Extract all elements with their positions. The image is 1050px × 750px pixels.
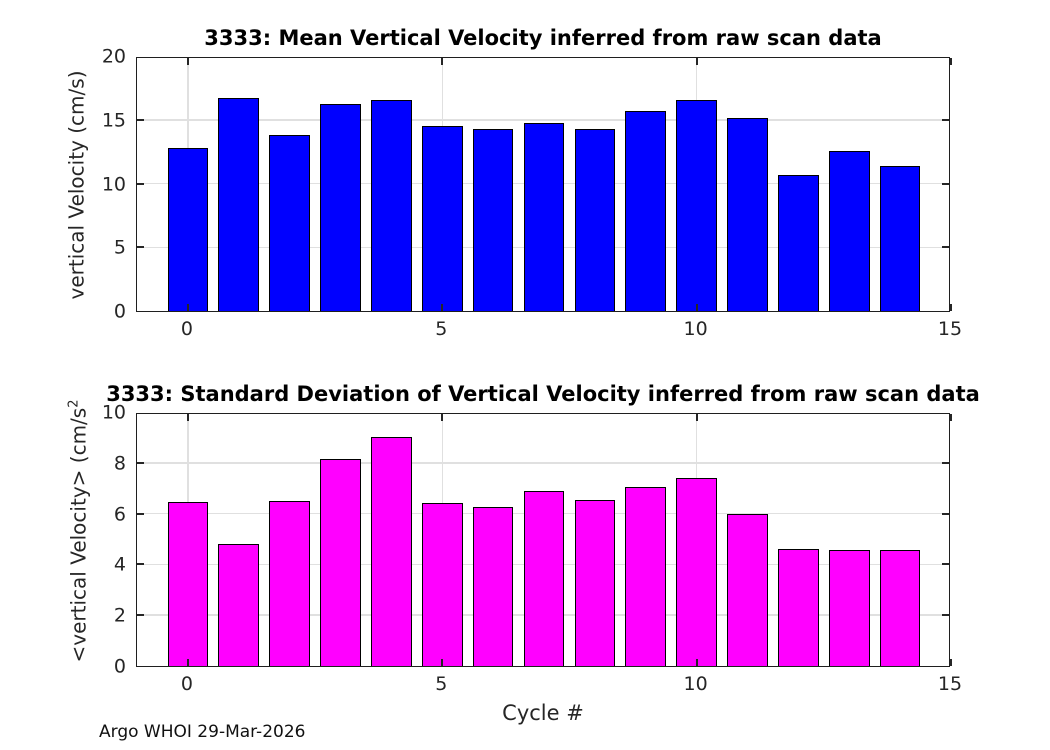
x-axis-tick [695,58,698,65]
bar [676,478,717,666]
bar [320,459,361,666]
bar [676,100,717,311]
x-axis-tick [441,304,444,311]
gridline-horizontal [137,119,949,121]
x-axis-tick [950,659,952,666]
footer-annotation: Argo WHOI 29-Mar-2026 [99,722,306,742]
bar [269,135,310,311]
std-chart-y-axis-label-superscript: 2 [66,399,82,408]
y-axis-tick [942,246,949,249]
bar [167,502,209,666]
y-axis-tick [137,614,144,617]
y-axis-tick [942,614,949,617]
x-axis-tick [950,58,952,65]
bar [472,507,514,666]
std-chart-plot-area [136,413,952,667]
bar [218,98,260,311]
y-tick-label: 15 [101,109,126,132]
x-axis-tick [441,659,444,666]
x-tick-label: 0 [180,318,193,340]
y-tick-label: 4 [113,553,126,576]
y-axis-tick [137,118,144,121]
x-axis-tick [441,58,444,65]
bar [218,544,260,666]
x-axis-tick [186,304,189,311]
y-axis-tick [137,563,144,566]
y-axis-tick [137,182,144,185]
gridline-horizontal [137,462,949,464]
y-axis-tick [942,118,949,121]
bar [371,100,412,311]
x-axis-tick [186,58,189,65]
y-axis-tick [137,512,144,515]
std-chart-y-axis-label-text: <vertical Velocity> (cm/s [66,407,91,663]
bar [472,128,514,311]
mean-chart-y-axis-label: vertical Velocity (cm/s) [64,70,89,300]
x-axis-tick [441,414,444,421]
x-axis-tick [695,304,698,311]
bar [269,500,310,666]
x-tick-label: 15 [937,673,963,695]
y-tick-label: 2 [113,604,126,627]
x-tick-label: 10 [683,673,708,695]
y-tick-label: 0 [113,655,126,678]
bar [879,166,921,311]
bar [778,175,819,311]
x-tick-label: 5 [435,318,448,340]
bar [167,147,209,311]
y-tick-label: 0 [113,300,126,323]
x-axis-tick [186,659,189,666]
x-axis-label: Cycle # [502,701,584,725]
y-axis-tick [942,461,949,464]
x-tick-label: 10 [683,318,708,340]
bar [574,499,616,666]
y-axis-tick [942,563,949,566]
y-tick-label: 10 [101,173,126,195]
x-tick-label: 5 [435,673,448,695]
bar [778,549,819,666]
y-tick-label: 5 [113,236,126,259]
y-axis-tick [942,512,949,515]
std-chart-y-axis-label: <vertical Velocity> (cm/s2 [66,399,91,663]
x-tick-label: 15 [937,318,963,340]
bar [828,550,870,666]
bar [523,122,565,311]
y-tick-label: 6 [113,503,126,526]
x-axis-tick [695,414,698,421]
bar [727,513,768,666]
bar [879,550,921,666]
x-axis-tick [950,304,952,311]
bar [421,126,463,311]
bar [371,437,412,666]
mean-chart-plot-area [136,57,952,312]
mean-chart-y-axis-label-text: vertical Velocity (cm/s) [64,70,89,300]
bar [523,490,565,666]
y-axis-tick [137,246,144,249]
x-tick-label: 0 [180,673,193,695]
y-tick-label: 8 [113,452,126,475]
y-tick-label: 20 [101,45,126,68]
x-axis-tick [186,414,189,421]
bar [727,118,768,311]
bar [625,111,667,311]
std-chart-title: 3333: Standard Deviation of Vertical Vel… [106,382,980,406]
bar [828,151,870,311]
y-axis-tick [137,461,144,464]
bar [625,486,667,666]
y-tick-label: 10 [101,401,126,424]
bar [421,503,463,666]
y-axis-tick [942,182,949,185]
x-axis-tick [950,414,952,421]
bar [574,128,616,311]
mean-chart-title: 3333: Mean Vertical Velocity inferred fr… [204,26,882,50]
x-axis-tick [695,659,698,666]
bar [320,103,361,311]
